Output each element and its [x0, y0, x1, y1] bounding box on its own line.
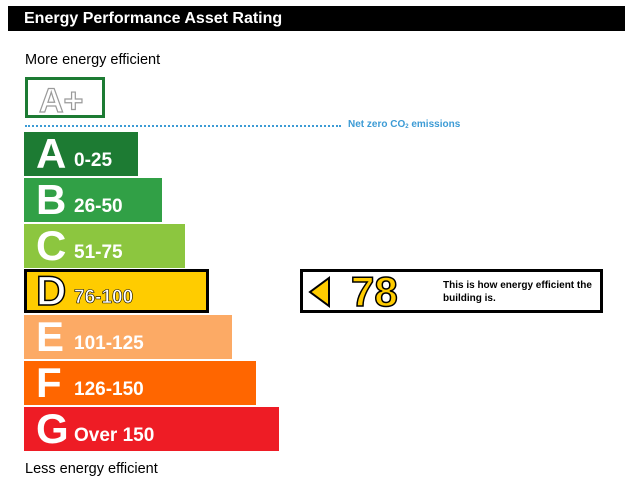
- band-range: 26-50: [74, 196, 123, 217]
- band-letter: D: [35, 266, 67, 315]
- band-range: 126-150: [74, 379, 144, 400]
- band-d: D 76-100: [24, 266, 209, 315]
- rating-score: 78: [350, 268, 398, 315]
- band-range: Over 150: [74, 425, 155, 446]
- more-efficient-label: More energy efficient: [25, 52, 161, 68]
- band-letter: C: [36, 222, 67, 269]
- a-plus-outline-label: A+: [38, 81, 84, 115]
- band-range: 51-75: [74, 242, 123, 263]
- band-letter: B: [36, 176, 67, 223]
- rating-description: This is how energy efficient the buildin…: [443, 280, 592, 304]
- band-c: C 51-75: [24, 222, 185, 269]
- band-letter: G: [36, 405, 69, 452]
- net-zero-label: Net zero CO2 emissions: [348, 119, 461, 130]
- band-letter: F: [36, 359, 62, 406]
- band-e: E 101-125: [24, 313, 232, 360]
- a-plus-rating-box: A+: [25, 77, 105, 118]
- page-title: Energy Performance Asset Rating: [8, 6, 625, 31]
- band-range: 101-125: [74, 333, 144, 354]
- less-efficient-label: Less energy efficient: [25, 461, 158, 477]
- svg-text:A+: A+: [39, 82, 83, 115]
- band-g: G Over 150: [24, 405, 279, 452]
- band-letter: A: [36, 130, 67, 177]
- band-a: A 0-25: [24, 130, 138, 177]
- net-zero-dotted-line: [25, 125, 341, 127]
- band-range: 0-25: [74, 150, 113, 171]
- band-f: F 126-150: [24, 359, 256, 406]
- band-letter: E: [36, 313, 65, 360]
- current-rating-indicator: 78 This is how energy efficient the buil…: [300, 268, 603, 315]
- band-b: B 26-50: [24, 176, 162, 223]
- pointer-arrow-icon: [308, 276, 330, 308]
- band-range: 76-100: [74, 287, 134, 309]
